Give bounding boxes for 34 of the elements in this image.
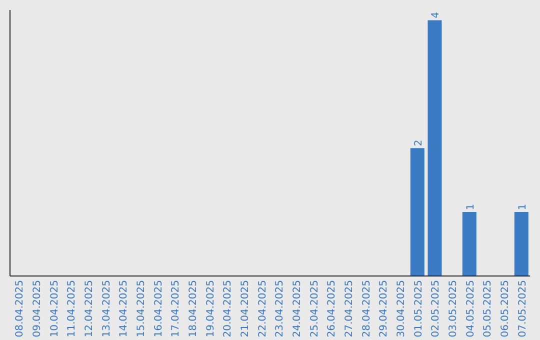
- data-label: 4: [430, 12, 442, 18]
- x-tick-label: 14.04.2025: [118, 280, 130, 338]
- x-tick-label: 17.04.2025: [170, 280, 182, 338]
- x-tick-label: 05.05.2025: [482, 280, 494, 338]
- x-tick-label: 21.04.2025: [240, 280, 251, 338]
- x-tick-label: 18.04.2025: [188, 280, 199, 338]
- x-tick-label: 29.04.2025: [378, 280, 390, 338]
- x-tick-label: 20.04.2025: [222, 280, 234, 338]
- x-tick-label: 03.05.2025: [448, 280, 459, 338]
- x-tick-label: 08.04.2025: [14, 280, 26, 338]
- x-tick-label: 22.04.2025: [257, 280, 268, 338]
- x-tick-label: 10.04.2025: [49, 280, 60, 338]
- x-tick-label: 11.04.2025: [66, 280, 78, 338]
- x-tick-label: 27.04.2025: [344, 280, 355, 338]
- x-tick-label: 28.04.2025: [361, 280, 372, 338]
- x-tick-label: 13.04.2025: [101, 280, 112, 338]
- data-label: 1: [465, 204, 476, 210]
- x-tick-label: 06.05.2025: [500, 280, 511, 338]
- data-label: 2: [413, 140, 424, 146]
- x-tick-label: 24.04.2025: [292, 280, 303, 338]
- x-tick-label: 04.05.2025: [465, 280, 476, 338]
- x-tick-label: 09.04.2025: [32, 280, 43, 338]
- x-tick-label: 01.05.2025: [413, 280, 424, 338]
- x-tick-label: 16.04.2025: [153, 280, 164, 338]
- x-tick-label: 15.04.2025: [136, 280, 147, 338]
- x-tick-label: 02.05.2025: [430, 280, 442, 338]
- x-tick-label: 23.04.2025: [274, 280, 286, 338]
- x-tick-label: 25.04.2025: [309, 280, 320, 338]
- x-tick-label: 07.05.2025: [517, 280, 528, 338]
- data-label: 1: [517, 204, 528, 210]
- x-tick-label: 26.04.2025: [326, 280, 338, 338]
- x-tick-label: 12.04.2025: [84, 280, 95, 338]
- x-tick-label: 19.04.2025: [205, 280, 216, 338]
- x-tick-label: 30.04.2025: [396, 280, 407, 338]
